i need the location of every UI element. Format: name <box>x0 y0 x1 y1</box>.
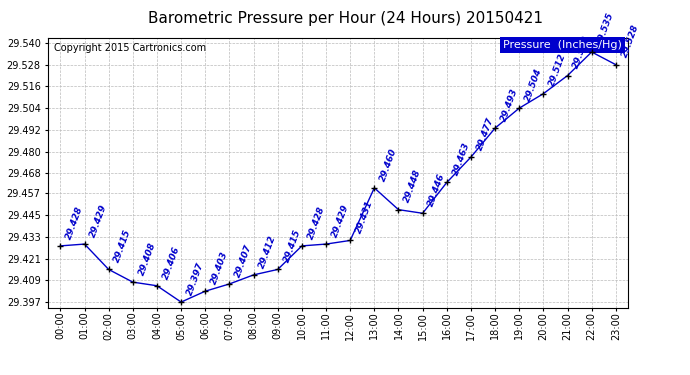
Text: 29.415: 29.415 <box>113 228 133 264</box>
Text: 29.477: 29.477 <box>475 116 495 152</box>
Text: Barometric Pressure per Hour (24 Hours) 20150421: Barometric Pressure per Hour (24 Hours) … <box>148 11 542 26</box>
Text: 29.406: 29.406 <box>161 244 181 280</box>
Text: 29.397: 29.397 <box>186 261 206 297</box>
Text: 29.408: 29.408 <box>137 241 157 277</box>
Text: Copyright 2015 Cartronics.com: Copyright 2015 Cartronics.com <box>54 43 206 53</box>
Text: 29.415: 29.415 <box>282 228 302 264</box>
Text: 29.448: 29.448 <box>403 168 423 204</box>
Text: 29.428: 29.428 <box>306 205 326 240</box>
Text: 29.412: 29.412 <box>258 234 278 269</box>
Text: 29.512: 29.512 <box>548 53 568 88</box>
Text: 29.428: 29.428 <box>65 205 85 240</box>
Text: 29.463: 29.463 <box>451 141 471 177</box>
Text: 29.493: 29.493 <box>500 87 520 123</box>
Text: Pressure  (Inches/Hg): Pressure (Inches/Hg) <box>503 40 622 50</box>
Text: 29.407: 29.407 <box>234 243 254 278</box>
Text: 29.522: 29.522 <box>572 34 592 70</box>
Text: 29.446: 29.446 <box>427 172 447 208</box>
Text: 29.429: 29.429 <box>331 203 351 238</box>
Text: 29.528: 29.528 <box>620 24 640 59</box>
Text: 29.429: 29.429 <box>89 203 109 238</box>
Text: 29.431: 29.431 <box>355 199 375 235</box>
Text: 29.535: 29.535 <box>596 11 616 46</box>
Text: 29.403: 29.403 <box>210 250 230 286</box>
Text: 29.460: 29.460 <box>379 147 399 182</box>
Text: 29.504: 29.504 <box>524 67 544 103</box>
